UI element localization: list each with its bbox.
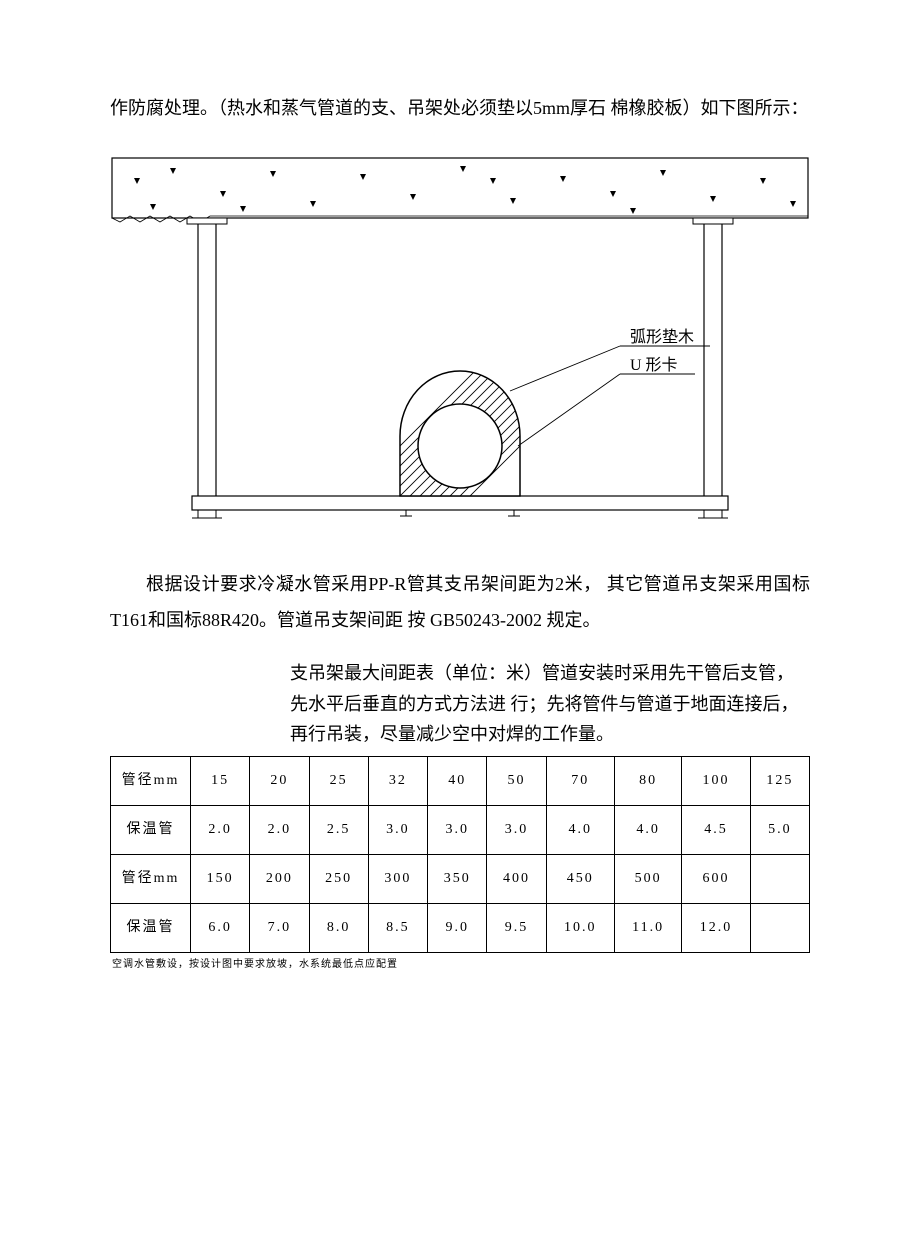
row-header: 保温管	[111, 805, 191, 854]
row-header: 保温管	[111, 903, 191, 952]
row-header: 管径mm	[111, 756, 191, 805]
footnote: 空调水管敷设，按设计图中要求放坡，水系统最低点应配置	[110, 955, 810, 975]
spacing-table: 管径mm 15 20 25 32 40 50 70 80 100 125 保温管…	[110, 756, 810, 953]
row-header: 管径mm	[111, 854, 191, 903]
hanger-diagram: 弧形垫木 U 形卡	[110, 156, 810, 526]
paragraph-2: 根据设计要求冷凝水管采用PP-R管其支吊架间距为2米， 其它管道吊支架采用国标T…	[110, 566, 810, 638]
diagram-label-1: 弧形垫木	[630, 328, 694, 346]
diagram-container: 弧形垫木 U 形卡	[110, 156, 810, 526]
paragraph-1: 作防腐处理。（热水和蒸气管道的支、吊架处必须垫以5mm厚石 棉橡胶板）如下图所示…	[110, 90, 810, 126]
table-row: 保温管 2.0 2.0 2.5 3.0 3.0 3.0 4.0 4.0 4.5 …	[111, 805, 810, 854]
table-title: 支吊架最大间距表（单位：米）管道安装时采用先干管后支管，先水平后垂直的方式方法进…	[110, 658, 810, 750]
table-row: 管径mm 15 20 25 32 40 50 70 80 100 125	[111, 756, 810, 805]
diagram-label-2: U 形卡	[630, 356, 678, 374]
table-row: 保温管 6.0 7.0 8.0 8.5 9.0 9.5 10.0 11.0 12…	[111, 903, 810, 952]
table-row: 管径mm 150 200 250 300 350 400 450 500 600	[111, 854, 810, 903]
